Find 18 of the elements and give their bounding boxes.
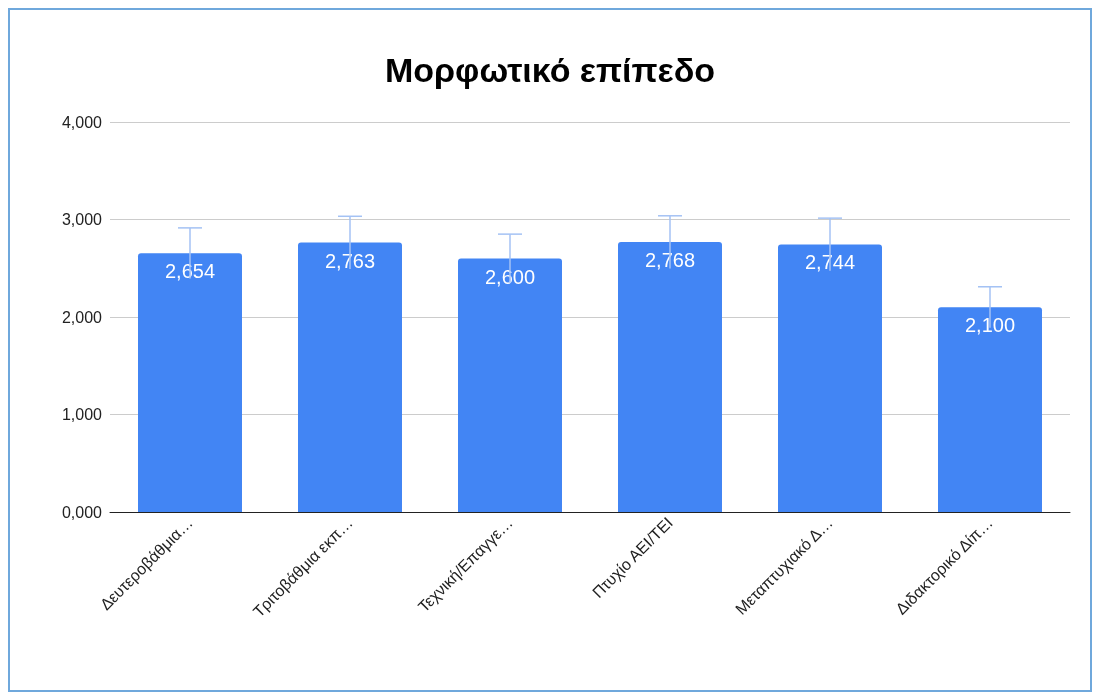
bar (458, 258, 562, 512)
bar (938, 307, 1042, 512)
chart-title: Μορφωτικό επίπεδο (384, 51, 716, 89)
data-label: 2,654 (164, 260, 216, 283)
y-tick-label: 3,000 (61, 211, 103, 228)
data-label: 2,600 (484, 265, 536, 288)
y-tick-label: 2,000 (61, 308, 103, 326)
data-label: 2,763 (324, 249, 376, 272)
bar (778, 244, 882, 512)
bar (138, 253, 242, 512)
y-tick-label: 0,000 (61, 503, 103, 521)
data-label: 2,768 (644, 249, 696, 272)
bar (618, 242, 722, 512)
y-tick-label: 4,000 (61, 113, 103, 131)
bar (298, 242, 402, 512)
y-tick-label: 1,000 (61, 406, 103, 423)
data-label: 2,100 (964, 314, 1016, 337)
data-label: 2,744 (804, 251, 856, 274)
